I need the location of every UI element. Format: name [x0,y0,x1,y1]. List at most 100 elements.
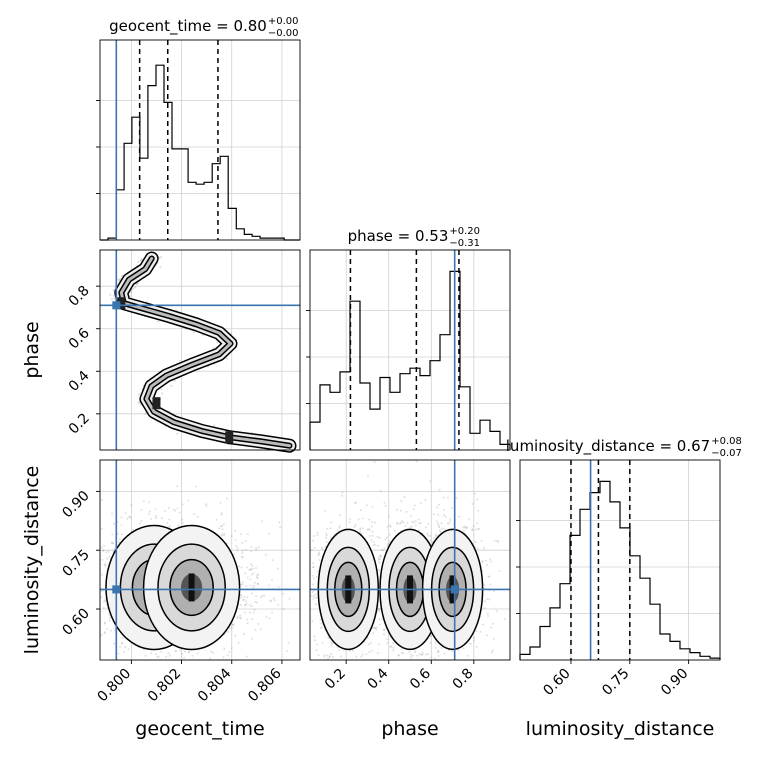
sample-point [104,563,107,566]
sample-point [128,515,131,518]
histogram-luminosity_distance [516,460,721,660]
sample-point [249,584,252,587]
sample-point [140,519,143,522]
sample-point [253,608,256,611]
sample-point [241,556,244,559]
sample-point [244,539,247,542]
sample-point [228,651,231,653]
sample-point [220,512,223,515]
sample-point [415,460,418,463]
sample-point [325,541,328,544]
sample-point [105,551,108,554]
sample-point [102,549,105,552]
sample-point [251,605,253,608]
sample-point [167,507,170,509]
sample-point [120,642,123,645]
sample-point [325,527,328,530]
sample-point [255,548,258,551]
sample-point [209,657,212,660]
sample-point [252,572,255,575]
sample-point [400,500,403,503]
sample-point [349,518,352,520]
sample-point [226,497,229,500]
sample-point [273,599,276,602]
sample-point [119,645,122,648]
sample-point [120,516,123,519]
sample-point [113,522,115,525]
title-sup: +0.08 [711,436,742,447]
sample-point [403,496,406,498]
sample-point [223,647,226,650]
sample-point [136,282,139,285]
sample-point [337,649,340,652]
density-peak [117,297,126,310]
sample-point [139,260,142,262]
sample-point [330,521,333,524]
sample-point [271,559,274,562]
sample-point [311,594,313,597]
sample-point [430,656,433,659]
sample-point [325,534,328,537]
sample-point [321,641,324,644]
sample-point [103,632,106,635]
sample-point [449,518,452,520]
sample-point [144,654,147,657]
sample-point [229,627,231,630]
sample-point [144,413,147,416]
sample-point [434,641,437,644]
sample-point [132,287,135,290]
sample-point [386,642,389,645]
sample-point [100,499,103,501]
sample-point [316,643,318,646]
sample-point [236,547,239,550]
sample-point [232,624,235,626]
sample-point [444,515,447,518]
sample-point [246,596,249,599]
sample-point [121,274,123,277]
sample-point [311,574,314,577]
sample-point [410,656,413,659]
sample-point [117,278,120,281]
sample-point [477,509,480,512]
sample-point [413,651,416,654]
sample-point [196,515,199,518]
sample-point [365,653,368,656]
sample-point [223,533,226,536]
title-luminosity_distance: luminosity_distance = 0.67 +0.08−0.07 [506,436,742,459]
sample-point [234,634,237,637]
sample-point [138,393,141,396]
title-sup: +0.00 [268,16,299,27]
sample-point [213,424,216,427]
sample-point [216,341,219,344]
sample-point [183,656,186,659]
sample-point [249,578,252,581]
sample-point [218,527,221,530]
sample-point [255,547,258,550]
sample-point [170,384,173,387]
sample-point [250,550,253,553]
sample-point [225,357,228,360]
sample-point [368,518,371,521]
sample-point [196,652,199,655]
sample-point [493,539,496,542]
sample-point [250,546,253,549]
sample-point [165,655,168,658]
sample-point [246,618,249,621]
sample-point [386,525,389,528]
sample-point [368,651,371,653]
sample-point [157,320,160,323]
sample-point [255,567,257,570]
sample-point [318,559,321,561]
sample-point [268,584,271,587]
sample-point [462,647,465,650]
sample-point [376,535,379,538]
sample-point [113,297,116,300]
sample-point [249,568,252,571]
sample-point [234,529,237,532]
sample-point [103,544,106,547]
sample-point [365,504,368,507]
sample-point [320,622,323,625]
sample-point [103,600,106,603]
sample-point [244,604,247,607]
sample-point [168,518,171,521]
